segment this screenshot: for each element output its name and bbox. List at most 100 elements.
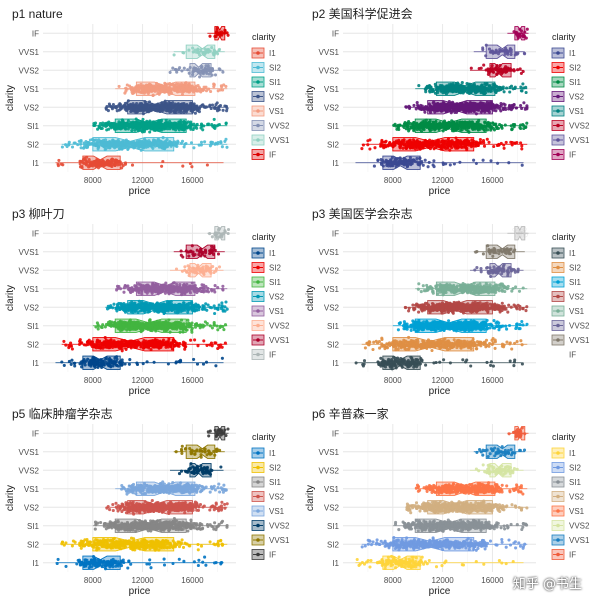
- data-point: [193, 111, 197, 115]
- legend-swatch-point: [256, 65, 260, 70]
- legend-swatch-point: [556, 51, 560, 55]
- legend-key-VS2[interactable]: VS2: [251, 91, 285, 102]
- legend-key-VS1[interactable]: VS1: [551, 105, 585, 117]
- data-point: [84, 162, 88, 166]
- data-point: [494, 109, 498, 113]
- data-point: [525, 27, 529, 31]
- data-point: [110, 158, 114, 162]
- data-point: [225, 145, 229, 149]
- data-point: [163, 140, 167, 144]
- data-point: [60, 145, 64, 149]
- data-point: [158, 140, 162, 144]
- data-point: [481, 46, 485, 50]
- data-point: [120, 166, 124, 170]
- legend-key-I1[interactable]: I1: [251, 47, 276, 59]
- data-point: [395, 127, 399, 131]
- data-point: [176, 140, 180, 144]
- data-point: [482, 144, 487, 148]
- data-point: [383, 144, 387, 148]
- data-point: [144, 140, 148, 144]
- data-point: [196, 83, 200, 88]
- legend-label: SI1: [569, 78, 582, 87]
- legend-label: SI2: [269, 64, 282, 73]
- legend-key-IF[interactable]: IF: [551, 149, 576, 160]
- data-point: [195, 109, 200, 113]
- data-point: [104, 107, 108, 111]
- data-point: [224, 84, 228, 88]
- legend-key-IF[interactable]: IF: [251, 149, 276, 160]
- legend-label: IF: [569, 151, 576, 160]
- data-point: [148, 130, 152, 134]
- data-point: [85, 145, 90, 149]
- legend-swatch-point: [256, 109, 260, 113]
- legend-key-SI1[interactable]: SI1: [551, 76, 582, 88]
- legend-swatch-point: [556, 109, 560, 113]
- x-axis-title: price: [129, 186, 151, 197]
- data-point: [488, 121, 492, 125]
- data-point: [128, 84, 132, 88]
- data-point: [220, 145, 224, 149]
- data-point: [148, 140, 152, 145]
- legend-swatch-point: [256, 138, 260, 142]
- y-tick-label: VVS1: [319, 48, 340, 57]
- legend-swatch-point: [256, 123, 260, 128]
- data-point: [485, 137, 489, 141]
- data-point: [107, 102, 111, 106]
- data-point: [219, 140, 223, 144]
- y-tick-label: IF: [332, 29, 339, 38]
- data-point: [431, 89, 435, 93]
- data-point: [188, 122, 193, 126]
- data-point: [216, 346, 220, 351]
- legend-key-VS1[interactable]: VS1: [251, 105, 285, 117]
- x-tick-label: 12000: [131, 176, 154, 185]
- legend-key-VVS1[interactable]: VVS1: [251, 134, 290, 146]
- data-point: [87, 140, 91, 145]
- legend-label: I1: [269, 49, 276, 58]
- data-point: [199, 126, 203, 130]
- data-point: [168, 70, 172, 74]
- data-point: [88, 138, 92, 142]
- legend-key-VVS2[interactable]: VVS2: [251, 120, 290, 131]
- data-point: [96, 127, 100, 131]
- data-point: [190, 165, 194, 169]
- legend-swatch-point: [556, 65, 560, 70]
- legend-key-VS2[interactable]: VS2: [551, 91, 585, 102]
- legend-key-I1[interactable]: I1: [551, 47, 576, 59]
- legend-label: VVS1: [569, 136, 590, 145]
- data-point: [208, 34, 212, 38]
- data-point: [482, 63, 486, 67]
- data-point: [82, 146, 86, 150]
- data-point: [366, 143, 370, 147]
- data-point: [106, 159, 111, 164]
- y-tick-label: VVS2: [319, 66, 340, 75]
- data-point: [203, 140, 207, 144]
- legend-label: IF: [269, 151, 276, 160]
- data-point: [220, 85, 224, 89]
- data-point: [519, 85, 523, 89]
- panel-title: p3 柳叶刀: [12, 207, 65, 221]
- data-point: [523, 52, 527, 56]
- legend-swatch-point: [256, 152, 260, 157]
- data-point: [514, 106, 518, 110]
- data-point: [510, 128, 514, 132]
- data-point: [137, 142, 142, 146]
- legend-key-VVS2[interactable]: VVS2: [551, 120, 590, 131]
- data-point: [204, 85, 208, 89]
- legend-key-VVS1[interactable]: VVS1: [551, 134, 590, 146]
- data-point: [492, 144, 496, 149]
- data-point: [495, 104, 500, 108]
- data-point: [214, 364, 218, 368]
- legend-key-SI2[interactable]: SI2: [551, 62, 582, 73]
- data-point: [525, 107, 529, 111]
- data-point: [116, 159, 120, 164]
- data-point: [152, 360, 156, 364]
- data-point: [199, 140, 204, 144]
- data-point: [519, 89, 523, 93]
- data-point: [171, 66, 175, 70]
- data-point: [118, 145, 122, 149]
- legend-key-SI2[interactable]: SI2: [251, 62, 282, 73]
- legend-key-SI1[interactable]: SI1: [251, 76, 282, 88]
- x-tick-label: 16000: [481, 176, 504, 185]
